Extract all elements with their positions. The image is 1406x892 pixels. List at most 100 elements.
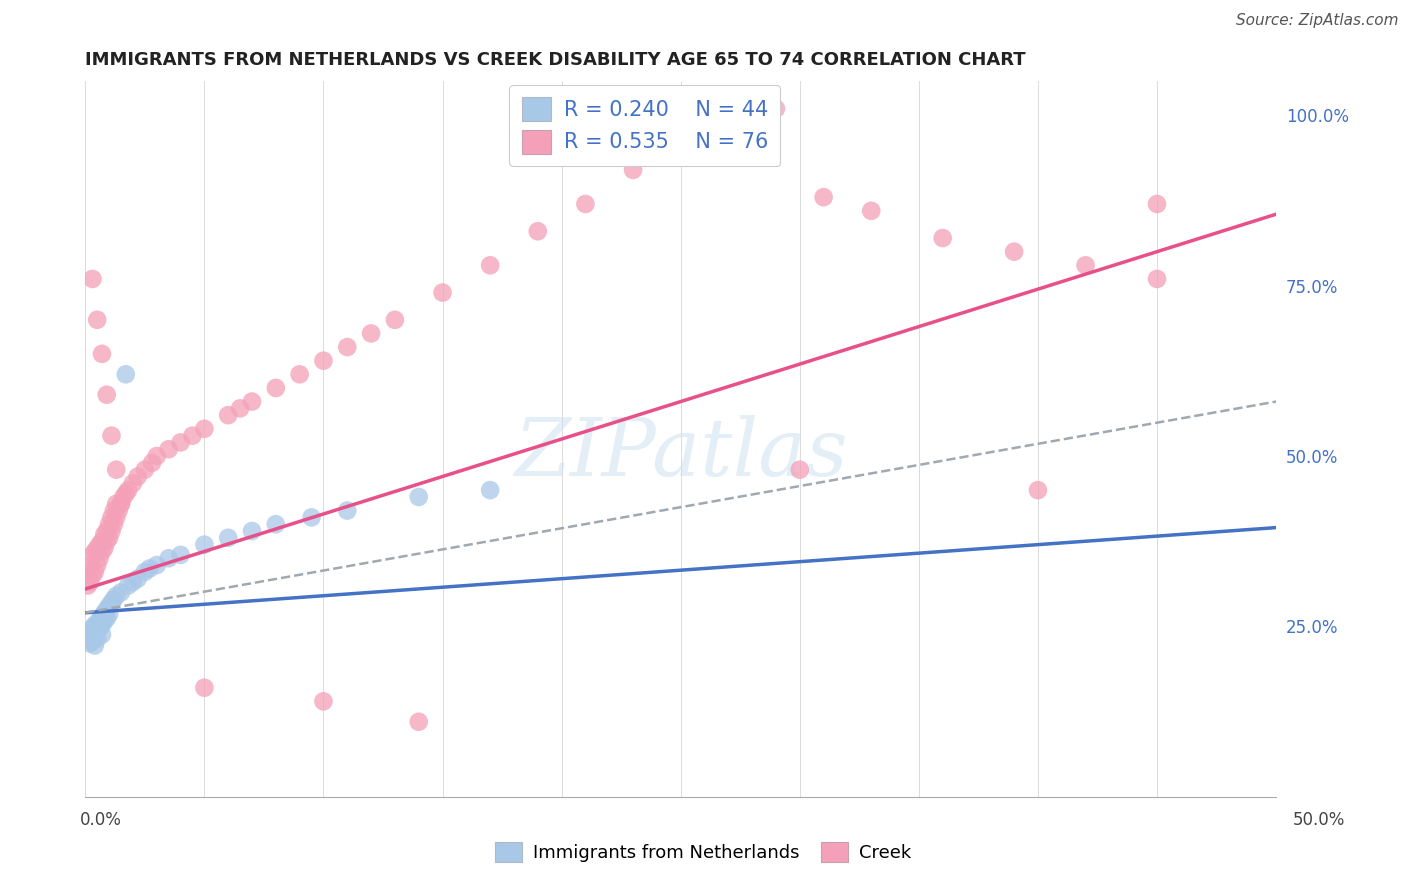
Point [288, 368, 311, 382]
Point [240, 394, 263, 409]
Point [96, 524, 118, 538]
Point [141, 456, 163, 470]
Point [89, 621, 111, 635]
Point [91, 347, 114, 361]
Point [98, 607, 121, 621]
Point [264, 381, 287, 395]
Point [117, 483, 139, 497]
Point [82, 548, 104, 562]
Text: IMMIGRANTS FROM NETHERLANDS VS CREEK DISABILITY AGE 65 TO 74 CORRELATION CHART: IMMIGRANTS FROM NETHERLANDS VS CREEK DIS… [86, 51, 1026, 69]
Point [229, 401, 252, 416]
Point [336, 503, 359, 517]
Point [76, 565, 98, 579]
Point [157, 442, 180, 457]
Legend: Immigrants from Netherlands, Creek: Immigrants from Netherlands, Creek [488, 835, 918, 870]
Point [479, 483, 502, 497]
Point [336, 340, 359, 354]
Text: 0.0%: 0.0% [80, 811, 122, 829]
Point [83, 565, 105, 579]
Point [86, 623, 108, 637]
Point [76, 578, 98, 592]
Point [240, 524, 263, 538]
Point [527, 224, 550, 238]
Point [134, 565, 156, 579]
Point [169, 435, 191, 450]
Point [301, 510, 323, 524]
Point [117, 578, 139, 592]
Point [157, 551, 180, 566]
Point [138, 561, 160, 575]
Point [193, 422, 215, 436]
Point [82, 621, 104, 635]
Point [98, 517, 121, 532]
Point [93, 614, 115, 628]
Point [789, 463, 811, 477]
Point [408, 714, 430, 729]
Point [169, 548, 191, 562]
Point [181, 428, 204, 442]
Point [96, 611, 118, 625]
Point [145, 449, 167, 463]
Point [122, 575, 145, 590]
Point [76, 630, 98, 644]
Point [105, 510, 128, 524]
Point [100, 510, 122, 524]
Point [105, 497, 128, 511]
Point [100, 596, 122, 610]
Point [360, 326, 382, 341]
Point [82, 630, 104, 644]
Point [1146, 272, 1168, 286]
Point [145, 558, 167, 572]
Point [89, 613, 111, 627]
Point [717, 115, 740, 129]
Point [813, 190, 835, 204]
Point [103, 592, 125, 607]
Point [107, 503, 129, 517]
Text: Source: ZipAtlas.com: Source: ZipAtlas.com [1236, 13, 1399, 28]
Point [110, 497, 132, 511]
Point [621, 162, 644, 177]
Point [110, 585, 132, 599]
Point [312, 694, 335, 708]
Point [103, 517, 125, 532]
Point [384, 313, 406, 327]
Point [479, 258, 502, 272]
Point [91, 618, 114, 632]
Point [193, 681, 215, 695]
Point [574, 197, 596, 211]
Point [86, 632, 108, 646]
Point [82, 634, 104, 648]
Point [86, 541, 108, 555]
Point [91, 534, 114, 549]
Point [83, 627, 105, 641]
Point [105, 589, 128, 603]
Point [79, 558, 101, 572]
Point [98, 599, 121, 613]
Point [765, 102, 787, 116]
Point [860, 203, 883, 218]
Point [1002, 244, 1025, 259]
Point [91, 627, 114, 641]
Point [93, 541, 115, 555]
Point [217, 531, 239, 545]
Point [127, 469, 149, 483]
Point [100, 428, 122, 442]
Point [127, 572, 149, 586]
Point [1074, 258, 1097, 272]
Point [93, 527, 115, 541]
Point [96, 388, 118, 402]
Point [89, 538, 111, 552]
Point [79, 575, 101, 590]
Point [91, 544, 114, 558]
Point [100, 524, 122, 538]
Point [112, 490, 135, 504]
Point [79, 636, 101, 650]
Point [122, 476, 145, 491]
Point [114, 486, 136, 500]
Point [91, 609, 114, 624]
Point [82, 568, 104, 582]
Point [1146, 197, 1168, 211]
Legend: R = 0.240    N = 44, R = 0.535    N = 76: R = 0.240 N = 44, R = 0.535 N = 76 [509, 85, 780, 166]
Point [83, 544, 105, 558]
Point [98, 531, 121, 545]
